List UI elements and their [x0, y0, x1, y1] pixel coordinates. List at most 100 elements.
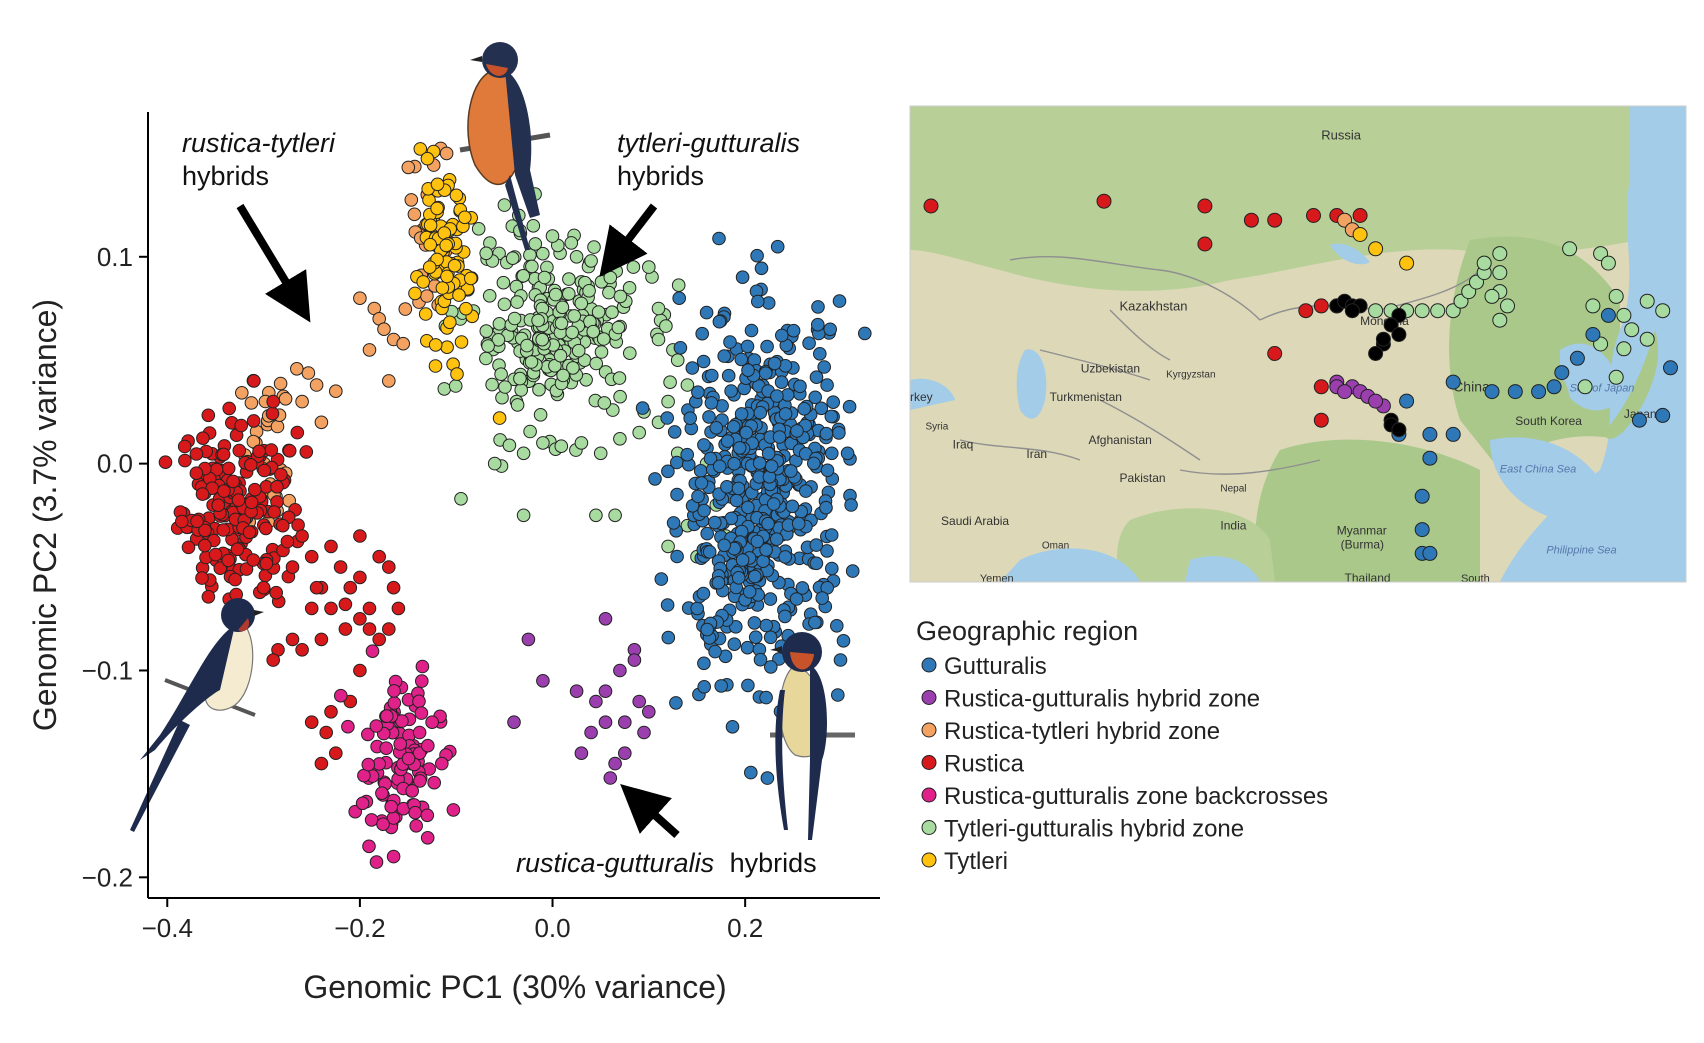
point-gutturalis [673, 341, 688, 355]
point-gutturalis [734, 352, 749, 367]
map-site [1368, 393, 1384, 409]
point-gutturalis [731, 481, 746, 496]
point-rustica [353, 663, 367, 678]
point-rustica [198, 538, 212, 553]
point-tytleri-gutturalis-hybrid-zone [535, 332, 550, 347]
map-label-nepal: Nepal [1220, 484, 1246, 495]
point-tytleri-gutturalis-hybrid-zone [603, 270, 618, 285]
point-gutturalis [702, 545, 717, 559]
annotation-rustica-gutturalis-text: hybrids [730, 848, 817, 878]
point-rustica [282, 444, 297, 458]
point-rustica [280, 534, 295, 549]
map-site [1492, 265, 1508, 281]
legend-item-tytleri: Tytleri [921, 848, 1008, 875]
map-label-burma: (Burma) [1341, 538, 1384, 552]
point-gutturalis [842, 399, 857, 414]
point-gutturalis [802, 336, 816, 351]
point-gutturalis [750, 248, 764, 263]
map-site [1624, 322, 1640, 338]
map-site [1337, 384, 1353, 400]
point-gutturalis [750, 534, 765, 549]
point-rustica [314, 756, 329, 771]
point-gutturalis [807, 456, 821, 471]
map-site [1096, 193, 1112, 209]
point-gutturalis [747, 616, 762, 630]
point-rustica-gutturalis-zone-backcrosses [362, 839, 376, 854]
point-tytleri-gutturalis-hybrid-zone [448, 379, 463, 393]
map-sites-tytleri [1352, 227, 1415, 271]
point-gutturalis [731, 571, 746, 585]
point-rustica-gutturalis-zone-backcrosses [361, 727, 375, 742]
point-tytleri-gutturalis-hybrid-zone [589, 508, 603, 523]
point-rustica-gutturalis-hybrid-zone [642, 705, 656, 719]
point-rustica-tytleri-hybrid-zone [439, 146, 454, 161]
point-rustica [270, 480, 284, 494]
point-gutturalis [704, 396, 719, 410]
map-site [1375, 331, 1391, 347]
map-sampling-sites [923, 193, 1678, 561]
point-tytleri-gutturalis-hybrid-zone [661, 394, 675, 409]
x-axis-ticks: −0.4 −0.2 0.0 0.2 [142, 898, 763, 943]
point-gutturalis [786, 323, 801, 338]
point-tytleri-gutturalis-hybrid-zone [524, 355, 539, 369]
map-site [1639, 331, 1655, 347]
point-tytleri-gutturalis-hybrid-zone [586, 324, 601, 339]
legend-swatch [921, 787, 937, 803]
point-tytleri-gutturalis-hybrid-zone [661, 539, 675, 554]
point-gutturalis [825, 561, 839, 576]
map-site [1663, 360, 1678, 376]
point-rustica-gutturalis-zone-backcrosses [425, 715, 439, 730]
point-gutturalis [669, 696, 683, 710]
map-site [1267, 212, 1283, 228]
point-rustica-tytleri-hybrid-zone [235, 386, 249, 400]
point-tytleri-gutturalis-hybrid-zone [593, 446, 608, 461]
point-gutturalis [772, 430, 787, 444]
point-rustica-gutturalis-zone-backcrosses [379, 741, 394, 756]
point-gutturalis [661, 464, 675, 479]
point-gutturalis [819, 500, 833, 515]
series-rustica [158, 374, 406, 771]
point-rustica-tytleri-hybrid-zone [401, 160, 416, 175]
y-axis-ticks: −0.2 −0.1 0.0 0.1 [82, 242, 148, 892]
legend-label: Rustica [944, 751, 1025, 778]
point-gutturalis [759, 543, 773, 557]
point-rustica [338, 597, 353, 612]
point-tytleri-gutturalis-hybrid-zone [594, 345, 609, 359]
point-tytleri [408, 286, 422, 301]
annotation-rustica-tytleri-italic: rustica-tytleri [182, 128, 336, 158]
legend-label: Rustica-gutturalis hybrid zone [944, 686, 1260, 713]
bird-illustration-gutturalis [770, 632, 855, 840]
point-gutturalis [705, 368, 719, 383]
point-gutturalis [789, 592, 804, 606]
point-rustica-gutturalis-hybrid-zone [598, 684, 613, 699]
map-site [1608, 369, 1624, 385]
legend-item-rustica-gutturalis-zone-backcrosses: Rustica-gutturalis zone backcrosses [921, 783, 1328, 810]
map-site [1569, 350, 1585, 366]
map-mediterranean [910, 378, 955, 410]
point-rustica [329, 746, 343, 761]
point-tytleri [464, 271, 478, 286]
point-tytleri-gutturalis-hybrid-zone [537, 270, 552, 285]
point-tytleri [454, 335, 469, 349]
point-rustica-gutturalis-zone-backcrosses [386, 849, 401, 864]
point-rustica [189, 466, 204, 481]
point-rustica-gutturalis-hybrid-zone [613, 663, 627, 678]
annotation-rustica-tytleri: rustica-tytleri hybrids [182, 128, 343, 191]
y-tick-label: −0.1 [82, 655, 133, 685]
legend-label: Rustica-tytleri hybrid zone [944, 718, 1220, 745]
point-gutturalis [699, 305, 714, 320]
point-rustica-gutturalis-hybrid-zone [569, 684, 584, 699]
point-rustica [266, 653, 281, 667]
point-tytleri-gutturalis-hybrid-zone [613, 289, 628, 304]
point-rustica [372, 549, 387, 564]
map-site [1368, 346, 1384, 361]
point-gutturalis [635, 401, 650, 415]
map-site [1399, 255, 1415, 271]
point-tytleri-gutturalis-hybrid-zone [582, 284, 596, 298]
point-tytleri-gutturalis-hybrid-zone [502, 438, 517, 453]
annotation-tytleri-gutturalis: tytleri-gutturalis hybrids [617, 128, 808, 191]
point-tytleri-gutturalis-hybrid-zone [437, 382, 452, 396]
point-rustica [382, 622, 396, 636]
point-tytleri-gutturalis-hybrid-zone [608, 508, 622, 523]
point-gutturalis [785, 499, 800, 514]
